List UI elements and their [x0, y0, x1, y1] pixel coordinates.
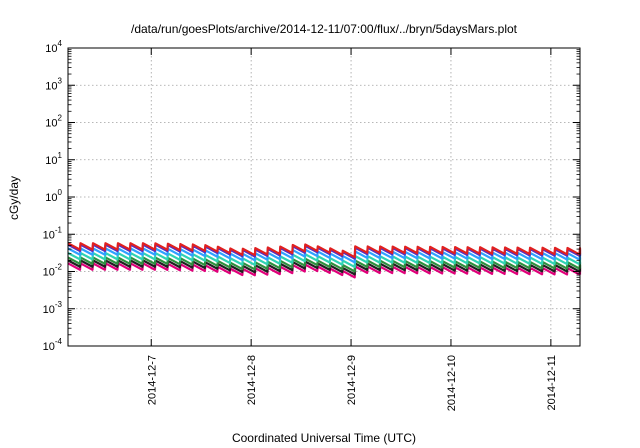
x-tick-labels: 2014-12-7 2014-12-8 2014-12-9 2014-12-10 201…	[146, 355, 558, 411]
series-line-7	[67, 242, 582, 259]
y-tick-label: 100	[45, 188, 62, 204]
x-tick-label: 2014-12-10	[446, 355, 458, 411]
y-tick-exponent: -3	[55, 300, 63, 309]
y-tick-label: 104	[45, 39, 62, 55]
y-tick-base: 10	[45, 118, 57, 130]
x-tick-label: 2014-12-7	[146, 355, 158, 405]
y-tick-label: 10-4	[43, 337, 63, 353]
y-tick-base: 10	[43, 341, 55, 353]
y-tick-base: 10	[43, 229, 55, 241]
y-tick-exponent: 1	[58, 151, 63, 160]
ticks	[68, 47, 580, 347]
y-tick-label: 101	[45, 151, 62, 167]
y-tick-exponent: 4	[58, 39, 63, 48]
chart-title: /data/run/goesPlots/archive/2014-12-11/0…	[131, 22, 518, 36]
y-tick-exponent: 0	[58, 188, 63, 197]
x-axis-label: Coordinated Universal Time (UTC)	[232, 431, 416, 445]
x-tick-label: 2014-12-11	[546, 355, 558, 410]
grid	[68, 48, 580, 346]
y-tick-exponent: 3	[58, 76, 63, 85]
y-tick-label: 10-3	[43, 300, 63, 316]
y-tick-exponent: -1	[55, 225, 63, 234]
y-tick-label: 10-2	[43, 263, 63, 279]
series-layer	[67, 242, 582, 279]
y-tick-base: 10	[45, 192, 57, 204]
y-tick-label: 10-1	[43, 225, 63, 241]
y-tick-exponent: -4	[55, 337, 63, 346]
y-tick-base: 10	[43, 267, 55, 279]
y-tick-base: 10	[45, 43, 57, 55]
y-tick-label: 103	[45, 76, 62, 92]
series-line-6	[67, 243, 582, 260]
y-tick-base: 10	[45, 80, 57, 92]
y-tick-base: 10	[43, 304, 55, 316]
y-axis-label: cGy/day	[7, 176, 21, 220]
y-tick-label: 102	[45, 114, 62, 130]
x-tick-label: 2014-12-8	[246, 355, 258, 405]
y-tick-exponent: -2	[55, 263, 63, 272]
x-tick-label: 2014-12-9	[346, 355, 358, 405]
y-tick-exponent: 2	[58, 114, 63, 123]
y-tick-base: 10	[45, 155, 57, 167]
